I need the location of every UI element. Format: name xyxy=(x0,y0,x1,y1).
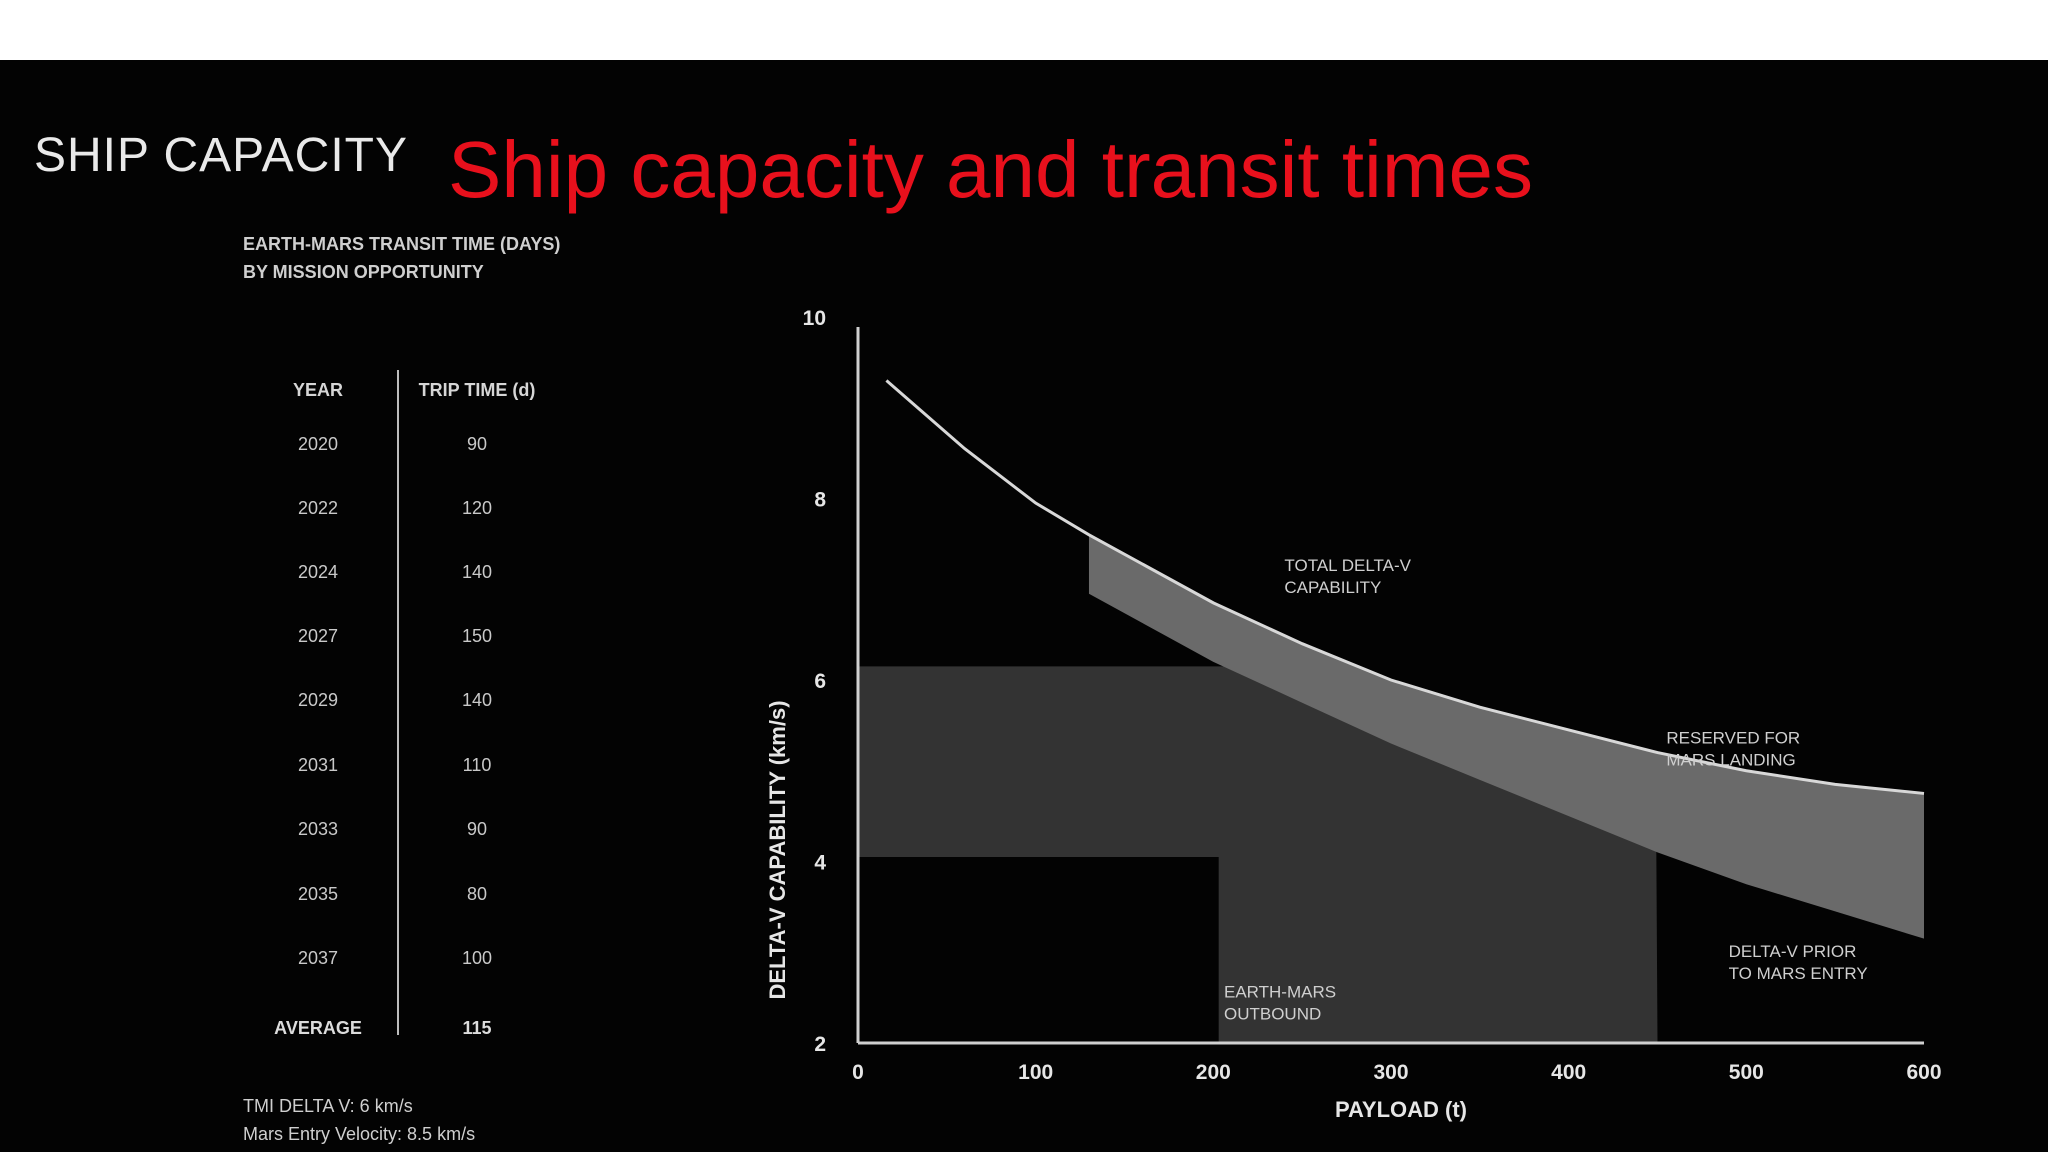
region-label: RESERVED FOR MARS LANDING xyxy=(1666,729,1800,770)
x-tick-label: 100 xyxy=(1018,1061,1053,1084)
slide-heading: SHIP CAPACITY xyxy=(34,129,408,182)
table-average-label: AVERAGE xyxy=(274,1018,362,1038)
transit-table-title-line: BY MISSION OPPORTUNITY xyxy=(243,262,484,282)
transit-table-title: EARTH-MARS TRANSIT TIME (DAYS) BY MISSIO… xyxy=(243,230,663,286)
x-axis-label: PAYLOAD (t) xyxy=(1335,1097,1467,1122)
note-tmi-delta-v: TMI DELTA V: 6 km/s xyxy=(243,1096,413,1116)
table-cell-days: 90 xyxy=(466,819,488,839)
overlay-title: Ship capacity and transit times xyxy=(448,125,1533,214)
table-cell-year: 2027 xyxy=(297,626,339,646)
column-header-year: YEAR xyxy=(292,380,344,400)
table-cell-year: 2022 xyxy=(297,498,339,518)
table-cell-days: 110 xyxy=(462,755,492,775)
region-label-line: MARS LANDING xyxy=(1666,751,1795,770)
table-cell-days: 140 xyxy=(461,562,493,582)
note-mars-entry-velocity: Mars Entry Velocity: 8.5 km/s xyxy=(243,1124,476,1144)
x-tick-label: 600 xyxy=(1906,1061,1941,1084)
table-cell-year: 2024 xyxy=(297,562,339,582)
reserved-landing-band xyxy=(1088,534,1924,939)
table-column-divider xyxy=(397,370,399,1035)
x-tick-label: 400 xyxy=(1551,1061,1586,1084)
region-label-line: OUTBOUND xyxy=(1224,1005,1321,1024)
table-cell-year: 2031 xyxy=(297,755,339,775)
table-cell-days: 140 xyxy=(461,690,493,710)
x-tick-label: 500 xyxy=(1729,1061,1764,1084)
region-label: DELTA-V PRIOR TO MARS ENTRY xyxy=(1729,942,1868,983)
table-average-days: 115 xyxy=(462,1018,492,1038)
y-tick-label: 10 xyxy=(803,307,826,330)
region-label-line: TO MARS ENTRY xyxy=(1729,964,1868,983)
y-tick-label: 2 xyxy=(814,1033,826,1056)
table-cell-days: 120 xyxy=(461,498,493,518)
region-label-line: CAPABILITY xyxy=(1284,578,1381,597)
region-label: TOTAL DELTA-V CAPABILITY xyxy=(1284,556,1411,597)
y-axis-label: DELTA-V CAPABILITY (km/s) xyxy=(765,700,790,999)
table-cell-year: 2029 xyxy=(297,690,339,710)
region-label-line: RESERVED FOR xyxy=(1666,729,1800,748)
table-cell-days: 150 xyxy=(461,626,493,646)
table-cell-days: 90 xyxy=(466,434,488,454)
x-tick-label: 0 xyxy=(852,1061,864,1084)
mission-notes: TMI DELTA V: 6 km/s Mars Entry Velocity:… xyxy=(243,1092,475,1148)
table-cell-year: 2037 xyxy=(297,948,339,968)
total-delta-v-line xyxy=(885,379,1925,795)
slide-panel xyxy=(0,60,2048,1152)
region-label-line: TOTAL DELTA-V xyxy=(1284,556,1411,575)
y-tick-label: 8 xyxy=(814,489,826,512)
region-label: EARTH-MARS OUTBOUND xyxy=(1224,983,1336,1024)
region-label-line: DELTA-V PRIOR xyxy=(1729,942,1857,961)
table-cell-year: 2033 xyxy=(297,819,339,839)
y-tick-label: 4 xyxy=(814,852,826,875)
table-cell-days: 100 xyxy=(461,948,493,968)
table-cell-days: 80 xyxy=(466,884,488,904)
table-cell-year: 2035 xyxy=(297,884,339,904)
region-label-line: EARTH-MARS xyxy=(1224,983,1336,1002)
x-tick-label: 200 xyxy=(1196,1061,1231,1084)
y-tick-label: 6 xyxy=(814,670,826,693)
transit-table-title-line: EARTH-MARS TRANSIT TIME (DAYS) xyxy=(243,234,561,254)
x-tick-label: 300 xyxy=(1373,1061,1408,1084)
table-cell-year: 2020 xyxy=(297,434,339,454)
column-header-trip-time: TRIP TIME (d) xyxy=(418,380,536,400)
